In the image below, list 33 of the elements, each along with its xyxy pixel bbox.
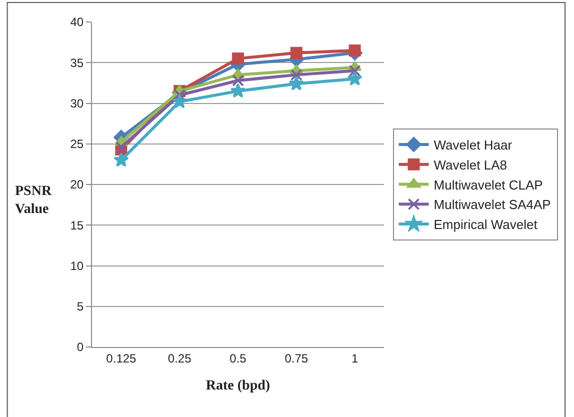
y-tick-label: 25	[70, 137, 84, 152]
legend-label: Empirical Wavelet	[434, 217, 538, 232]
point	[290, 68, 302, 81]
x-tick-label: 0.75	[284, 351, 308, 366]
point	[347, 70, 362, 86]
point	[232, 52, 244, 65]
point	[348, 44, 361, 56]
point	[114, 152, 129, 167]
point	[232, 74, 244, 86]
point	[230, 83, 246, 98]
x-tick-label: 0.125	[106, 351, 137, 366]
x-tick-label: 1	[351, 351, 358, 366]
y-tick-label: 0	[76, 340, 84, 354]
y-tick-label: 30	[70, 96, 84, 110]
y-tick-label: 15	[70, 218, 84, 232]
point	[290, 46, 302, 59]
legend-label: Wavelet Haar	[434, 138, 513, 153]
legend-label: Wavelet LA8	[434, 157, 507, 172]
y-tick-label: 5	[76, 300, 84, 314]
y-tick-label: 40	[70, 15, 84, 30]
point	[172, 94, 188, 108]
x-tick-label: 0.25	[168, 351, 192, 366]
legend-label: Multiwavelet SA4AP	[434, 197, 551, 212]
point	[348, 64, 361, 77]
y-tick-label: 10	[70, 258, 84, 273]
y-tick-label: 20	[70, 178, 84, 192]
x-axis-title: Rate (bpd)	[206, 378, 270, 394]
point	[288, 76, 304, 90]
y-axis-title: PSNR Value	[15, 184, 52, 218]
point	[115, 141, 128, 154]
legend-label: Multiwavelet CLAP	[434, 177, 543, 192]
y-tick-label: 35	[70, 56, 84, 70]
x-tick-label: 0.5	[230, 351, 247, 366]
